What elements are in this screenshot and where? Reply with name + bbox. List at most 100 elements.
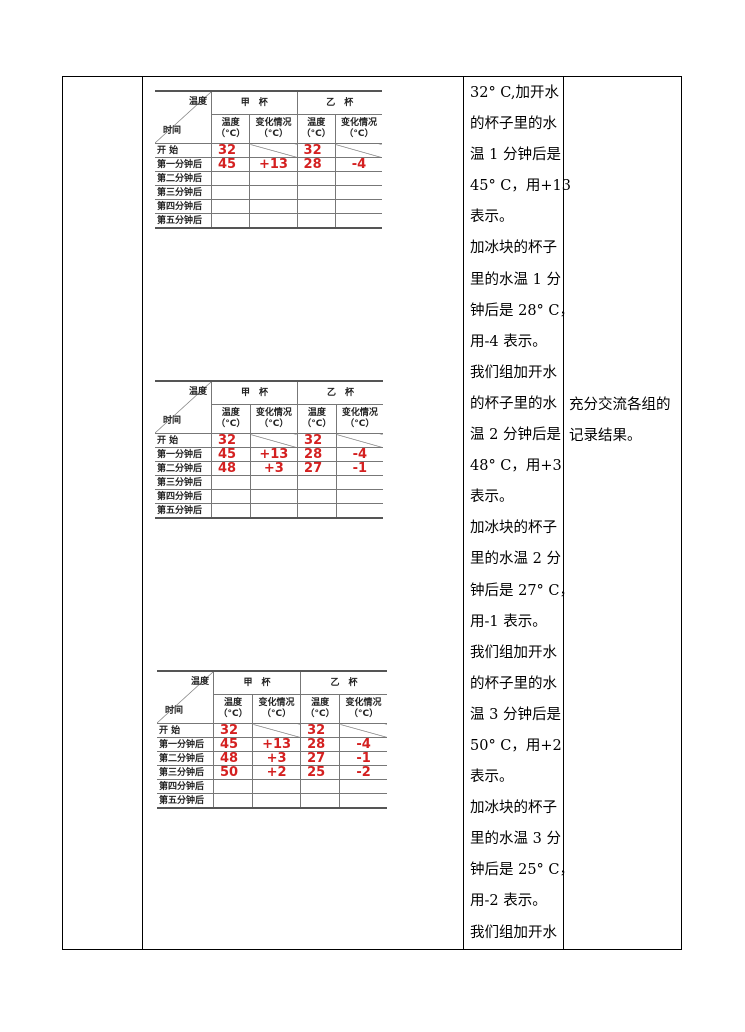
table-row: 开 始 32 32 (157, 723, 387, 738)
text-line: 表示。 (470, 489, 514, 506)
student-activity-text: 32° C,加开水 的杯子里的水温 1 分钟后是 45° C，用+13 表示。 加冰块的… (470, 82, 575, 953)
unit-label: （°C） (216, 129, 246, 139)
corner-top-label: 温度 (188, 97, 207, 107)
table-row: 第一分钟后 45 +13 28 -4 (157, 737, 387, 752)
text-line: 里的水温 1 分 (470, 271, 561, 288)
temperature-record-table: 温度 时间 甲 杯 乙 杯温度 （°C） 变化情况 （°C） 温度 （°C） 变化情况 （°C）… (157, 670, 387, 809)
value-cell: 32 (210, 143, 251, 158)
value-cell (334, 199, 382, 214)
time-label: 第二分钟后 (155, 171, 212, 186)
text-line: 钟后是 27° C， (470, 582, 575, 599)
column-header: 变化情况 (340, 118, 377, 128)
text-line: 温 3 分钟后是 (470, 706, 561, 723)
text-line: 45° C，用+13 (470, 178, 572, 195)
time-label: 第四分钟后 (157, 779, 214, 794)
table-row: 开 始 32 32 (155, 143, 382, 158)
value-cell: +13 (252, 737, 302, 752)
column-header: 温度 (311, 698, 330, 708)
text-line: 表示。 (470, 769, 514, 786)
value-cell: 45 (210, 157, 251, 172)
value-cell (339, 723, 387, 738)
value-cell (249, 171, 298, 186)
value-cell (335, 475, 383, 490)
unit-label: （°C） (305, 709, 335, 719)
corner-top-label: 温度 (188, 387, 207, 397)
time-label: 第一分钟后 (155, 447, 212, 462)
column-divider (463, 77, 464, 949)
time-label: 第三分钟后 (155, 475, 212, 490)
text-line: 温 1 分钟后是 (470, 147, 561, 164)
text-line: 48° C，用+3 (470, 458, 562, 475)
value-cell (249, 503, 299, 519)
text-line: 的杯子里的水 (470, 675, 557, 692)
time-label: 第三分钟后 (155, 185, 212, 200)
temperature-record-table: 温度 时间 甲 杯 乙 杯温度 （°C） 变化情况 （°C） 温度 （°C） 变化情况 （°C）… (155, 90, 382, 229)
value-cell (296, 199, 336, 214)
value-cell (300, 779, 341, 794)
value-cell: +13 (249, 447, 299, 462)
cup-b-header: 乙 杯 (300, 670, 387, 695)
value-cell (335, 489, 383, 504)
column-header: 温度 (307, 118, 326, 128)
text-line: 50° C，用+2 (470, 737, 562, 754)
text-line: 温 2 分钟后是 (470, 427, 561, 444)
value-cell (296, 213, 336, 229)
value-cell (297, 475, 337, 490)
value-cell (249, 185, 298, 200)
table-row: 第三分钟后 (155, 185, 382, 200)
value-cell: -4 (339, 737, 387, 752)
teacher-remark-text: 充分交流各组的 记录结果。 (569, 394, 679, 456)
column-divider (142, 77, 143, 949)
corner-header: 温度 时间 (157, 670, 214, 724)
temperature-record-table: 温度 时间 甲 杯 乙 杯温度 （°C） 变化情况 （°C） 温度 （°C） 变化情况 （°C）… (155, 380, 383, 519)
corner-header: 温度 时间 (155, 90, 212, 144)
value-cell: 32 (300, 723, 341, 738)
column-header: 温度 (224, 698, 243, 708)
value-cell (334, 185, 382, 200)
value-cell (252, 779, 302, 794)
table-row: 第二分钟后 (155, 171, 382, 186)
unit-label: （°C） (216, 419, 246, 429)
text-line: 加冰块的杯子 (470, 800, 557, 817)
text-line: 32° C,加开水 (470, 85, 559, 101)
value-cell (210, 171, 251, 186)
value-cell: -2 (339, 765, 387, 780)
value-cell (211, 475, 251, 490)
table-row: 第三分钟后 50 +2 25 -2 (157, 765, 387, 780)
time-label: 开 始 (157, 723, 214, 738)
value-cell (334, 213, 382, 229)
text-line: 充分交流各组的 (569, 397, 671, 413)
cup-a-header: 甲 杯 (211, 90, 298, 115)
value-cell (212, 793, 254, 809)
value-cell: 27 (300, 751, 341, 766)
text-line: 用-4 表示。 (470, 333, 547, 350)
time-label: 开 始 (155, 143, 212, 158)
text-line: 加冰块的杯子 (470, 240, 557, 257)
unit-label: （°C） (349, 709, 379, 719)
lesson-table (62, 76, 682, 950)
unit-label: （°C） (218, 709, 248, 719)
value-cell: 48 (211, 461, 251, 476)
value-cell: 27 (297, 461, 337, 476)
value-cell (296, 185, 336, 200)
value-cell: 45 (212, 737, 254, 752)
table-row: 第四分钟后 (155, 489, 383, 504)
value-cell: +3 (249, 461, 299, 476)
time-label: 第二分钟后 (155, 461, 212, 476)
time-label: 第五分钟后 (157, 793, 214, 809)
column-header: 变化情况 (255, 118, 292, 128)
text-line: 的杯子里的水 (470, 116, 557, 133)
time-label: 第二分钟后 (157, 751, 214, 766)
time-label: 第四分钟后 (155, 199, 212, 214)
text-line: 钟后是 25° C， (470, 862, 575, 879)
text-line: 里的水温 3 分 (470, 831, 561, 848)
text-line: 用-1 表示。 (470, 613, 547, 630)
value-cell (252, 793, 302, 809)
column-header: 变化情况 (341, 408, 378, 418)
value-cell (297, 503, 337, 519)
corner-bottom-label: 时间 (165, 706, 184, 716)
table-row: 第一分钟后 45 +13 28 -4 (155, 447, 383, 462)
value-cell (211, 503, 251, 519)
column-header: 变化情况 (255, 408, 292, 418)
